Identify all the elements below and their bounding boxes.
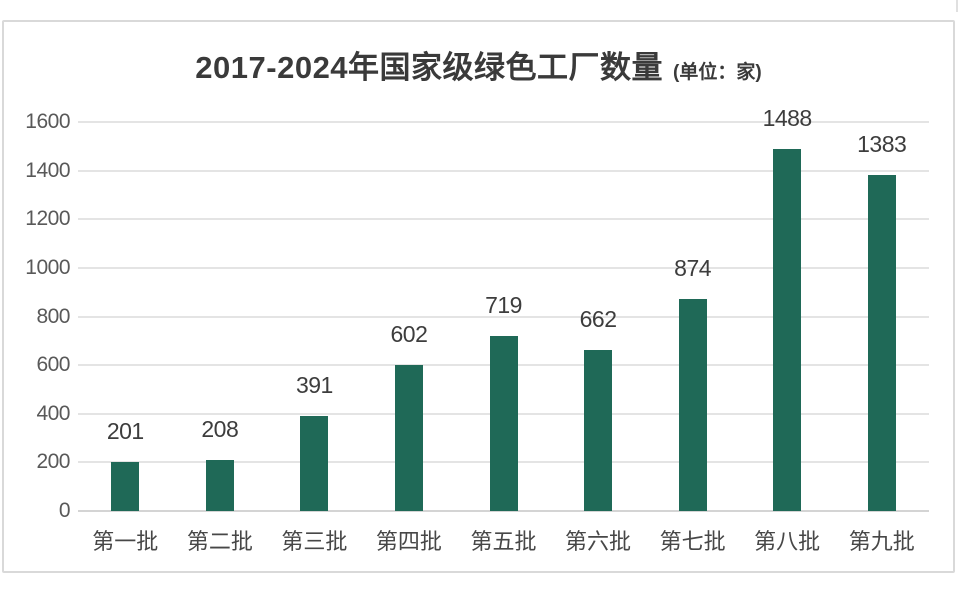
plot-area: 201 208 391 602 719 662 874 1488 1383 [78, 106, 929, 512]
bar [867, 175, 896, 511]
x-axis-tick-label: 第九批 [848, 529, 915, 554]
bar [394, 365, 423, 511]
y-axis-tick-label: 1000 [25, 255, 70, 279]
bar [584, 350, 613, 511]
bar-value-label: 602 [390, 321, 428, 347]
y-axis-tick-label: 200 [36, 450, 70, 474]
bar-value-label: 874 [674, 255, 712, 281]
x-axis-tick-label: 第八批 [754, 529, 821, 554]
bar [111, 462, 140, 511]
chart-container: 2017-2024年国家级绿色工厂数量 (单位：家) 0 200 400 600 800 1… [2, 20, 955, 573]
x-axis-tick-label: 第一批 [92, 529, 159, 554]
x-axis-tick-label: 第六批 [565, 529, 632, 554]
y-axis-tick-label: 1600 [25, 110, 70, 133]
y-axis-tick-label: 1200 [25, 207, 70, 231]
bar-value-label: 391 [295, 372, 333, 398]
bar [300, 416, 329, 511]
bar [773, 149, 802, 511]
y-axis-tick-label: 0 [58, 499, 71, 522]
bar-value-label: 1383 [857, 131, 907, 157]
gridline [78, 266, 929, 269]
x-axis-tick-label: 第二批 [186, 529, 253, 554]
gridline [78, 218, 929, 221]
bar-value-label: 201 [106, 418, 144, 444]
x-axis-tick-label: 第五批 [470, 529, 537, 554]
bar-value-label: 719 [485, 292, 522, 318]
chart-title-block: 2017-2024年国家级绿色工厂数量 (单位：家) [4, 42, 953, 87]
bar-value-label: 208 [201, 416, 239, 442]
window-edge-artifact [956, 0, 958, 12]
bar [489, 336, 518, 511]
gridline [78, 121, 929, 123]
y-axis-tick-label: 600 [36, 353, 70, 377]
gridline [78, 169, 929, 172]
y-axis-tick-label: 1400 [25, 158, 70, 182]
x-axis-tick-label: 第三批 [281, 529, 348, 554]
gridline [78, 315, 929, 318]
chart-title: 2017-2024年国家级绿色工厂数量 [195, 50, 664, 85]
x-axis-tick-label: 第四批 [375, 529, 442, 554]
bar [205, 460, 234, 511]
y-axis-tick-label: 400 [36, 401, 70, 425]
x-axis-tick-label: 第七批 [659, 529, 726, 554]
x-axis-line [78, 510, 929, 512]
bar-value-label: 662 [579, 306, 617, 332]
bar-value-label: 1488 [762, 105, 813, 131]
chart-title-unit: (单位：家) [673, 62, 762, 83]
bar [678, 299, 707, 511]
y-axis-tick-label: 800 [36, 304, 70, 328]
